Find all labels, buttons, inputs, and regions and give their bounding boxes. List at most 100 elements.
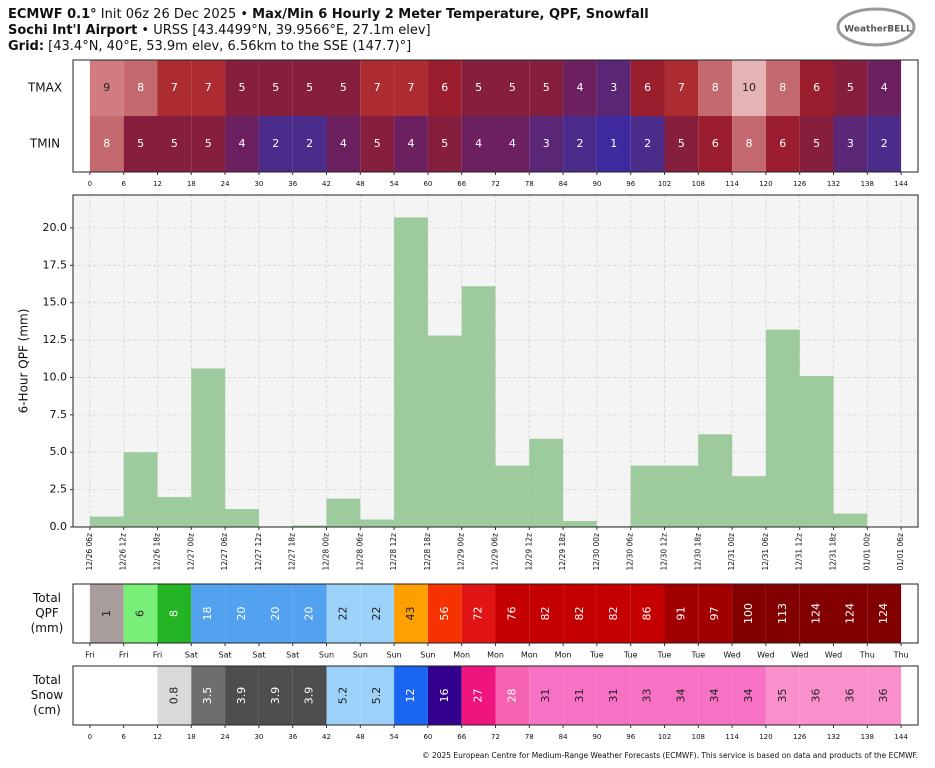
cell-label: 97 xyxy=(708,607,721,621)
x-tick-label: Tue xyxy=(690,651,705,660)
cell-label: 6 xyxy=(813,81,820,94)
cell-label: 6 xyxy=(712,137,719,150)
heat-cell xyxy=(427,60,462,116)
strip-cell xyxy=(596,666,631,725)
cell-label: 5 xyxy=(306,81,313,94)
strip-cell xyxy=(326,584,361,643)
cell-label: 82 xyxy=(573,607,586,621)
bar xyxy=(664,465,699,527)
x-tick-label: 12/31 00z xyxy=(727,533,736,571)
cell-label: 16 xyxy=(438,689,451,703)
x-tick-label: 54 xyxy=(390,733,399,741)
heat-cell xyxy=(292,116,327,172)
cell-label: 124 xyxy=(810,603,823,624)
heat-cell xyxy=(360,116,395,172)
strip-cell xyxy=(292,584,327,643)
cell-label: 6 xyxy=(779,137,786,150)
heat-cell xyxy=(799,60,834,116)
x-tick-label: 12/27 18z xyxy=(288,533,297,571)
strip-cell xyxy=(157,666,192,725)
strip-cell xyxy=(225,584,259,643)
x-tick-label: 0 xyxy=(88,733,92,741)
cell-label: 36 xyxy=(810,689,823,703)
x-tick-label: 102 xyxy=(658,733,671,741)
cell-label: 6 xyxy=(441,81,448,94)
x-tick-label: Mon xyxy=(521,651,538,660)
header-text: Sochi Int'l Airport xyxy=(8,23,137,38)
cell-label: 43 xyxy=(404,607,417,621)
cell-label: 2 xyxy=(881,137,888,150)
cell-label: 10 xyxy=(742,81,756,94)
heat-cell xyxy=(89,60,124,116)
heat-cell xyxy=(698,60,733,116)
cell-label: 35 xyxy=(776,689,789,703)
cell-label: 5.2 xyxy=(336,687,349,705)
x-tick-label: Mon xyxy=(487,651,504,660)
x-tick-label: 12/30 12z xyxy=(660,533,669,571)
y-tick-label: 7.5 xyxy=(50,408,68,421)
x-tick-label: Sun xyxy=(319,651,334,660)
strip-cell xyxy=(225,666,259,725)
cell-label: 4 xyxy=(239,137,246,150)
x-tick-label: 18 xyxy=(187,180,196,188)
strip-cell xyxy=(563,584,597,643)
x-tick-label: Mon xyxy=(555,651,572,660)
cell-label: 2 xyxy=(272,137,279,150)
strip-cell xyxy=(732,666,766,725)
row-label: QPF xyxy=(35,606,59,620)
cell-label: 82 xyxy=(539,607,552,621)
heat-cell xyxy=(495,116,530,172)
heat-cell xyxy=(529,116,564,172)
x-tick-label: 48 xyxy=(356,733,365,741)
x-tick-label: 24 xyxy=(221,180,230,188)
heat-cell xyxy=(833,116,868,172)
x-tick-label: Sun xyxy=(420,651,435,660)
x-tick-label: 60 xyxy=(423,180,432,188)
cell-label: 4 xyxy=(475,137,482,150)
cell-label: 5 xyxy=(543,81,550,94)
cell-label: 20 xyxy=(269,607,282,621)
x-tick-label: 12/29 12z xyxy=(524,533,533,571)
cell-label: 36 xyxy=(843,689,856,703)
header-line: Sochi Int'l Airport • URSS [43.4499°N, 3… xyxy=(8,23,431,38)
bar xyxy=(461,286,496,527)
bar xyxy=(89,516,124,527)
strip-cell xyxy=(326,666,361,725)
cell-label: 36 xyxy=(877,689,890,703)
row-label: Total xyxy=(32,591,61,605)
x-tick-label: 12/29 18z xyxy=(558,533,567,571)
x-tick-label: 72 xyxy=(491,733,500,741)
logo-text: WeatherBELL xyxy=(844,25,912,35)
x-tick-label: 138 xyxy=(861,733,874,741)
cell-label: 5 xyxy=(340,81,347,94)
heat-cell xyxy=(596,116,631,172)
x-tick-label: 12/26 12z xyxy=(119,533,128,571)
heat-cell xyxy=(191,116,226,172)
x-tick-label: 144 xyxy=(894,733,908,741)
cell-label: 76 xyxy=(505,607,518,621)
x-tick-label: 01/01 00z xyxy=(862,533,871,571)
cell-label: 27 xyxy=(472,689,485,703)
cell-label: 9 xyxy=(103,81,110,94)
cell-label: 5 xyxy=(441,137,448,150)
x-tick-label: 138 xyxy=(861,180,874,188)
x-tick-label: Fri xyxy=(153,651,163,660)
cell-label: 3 xyxy=(610,81,617,94)
heat-cell xyxy=(360,60,395,116)
x-tick-label: Sun xyxy=(386,651,401,660)
cell-label: 72 xyxy=(472,607,485,621)
cell-label: 6 xyxy=(134,610,147,617)
x-tick-label: Wed xyxy=(723,651,740,660)
bar xyxy=(360,519,395,527)
heat-cell xyxy=(225,116,259,172)
heat-cell xyxy=(326,116,361,172)
x-tick-label: 102 xyxy=(658,180,671,188)
x-tick-label: 42 xyxy=(322,180,331,188)
cell-label: 3.9 xyxy=(269,687,282,705)
x-tick-label: 36 xyxy=(288,180,297,188)
cell-label: 6 xyxy=(644,81,651,94)
strip-cell xyxy=(867,584,902,643)
x-tick-label: 12/30 00z xyxy=(592,533,601,571)
cell-label: 56 xyxy=(438,607,451,621)
